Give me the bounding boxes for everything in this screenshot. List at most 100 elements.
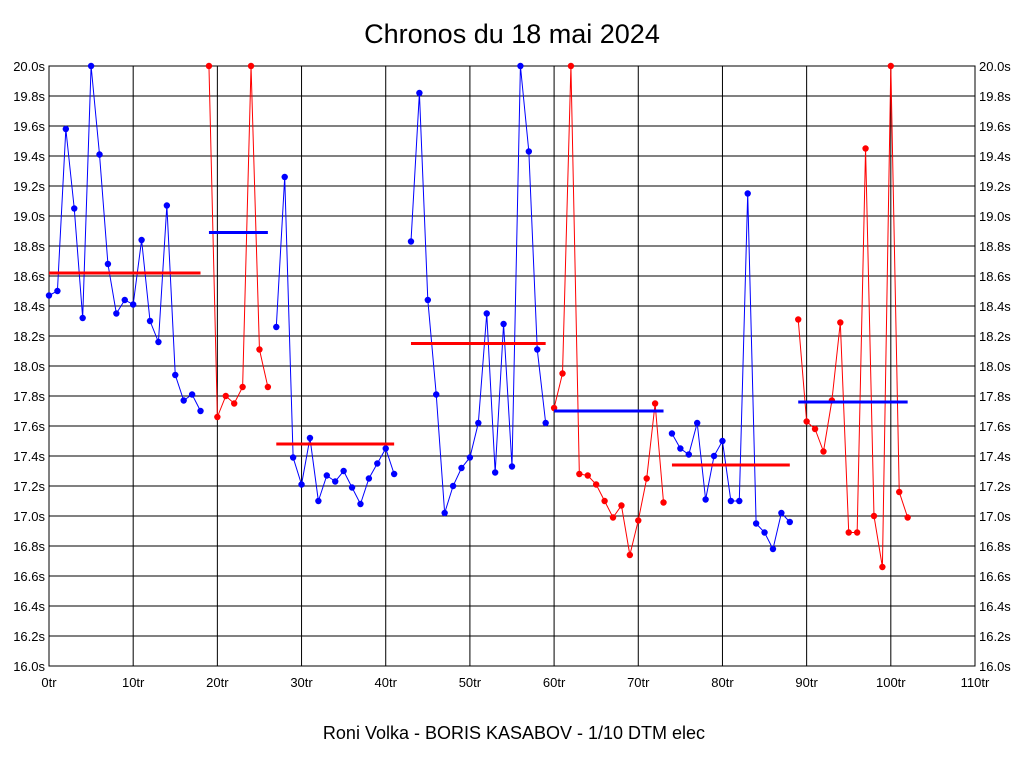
y-tick-label-right: 16.0s [979, 659, 1011, 674]
data-point [79, 314, 86, 322]
data-point [845, 529, 852, 536]
data-point [231, 400, 238, 407]
data-point [155, 338, 162, 346]
data-point [306, 434, 314, 442]
data-point [702, 496, 709, 503]
data-point [348, 484, 356, 491]
series-4 [550, 62, 667, 559]
y-tick-label-left: 16.8s [13, 539, 45, 554]
data-point [761, 529, 768, 536]
data-point [332, 478, 339, 485]
data-point [180, 397, 187, 404]
series-0 [45, 62, 204, 415]
chart-title: Chronos du 18 mai 2024 [364, 19, 660, 49]
data-point [635, 517, 642, 524]
data-point [205, 62, 213, 70]
data-point [643, 475, 650, 482]
data-point [54, 287, 61, 295]
data-point [113, 310, 120, 317]
x-tick-label: 70tr [627, 675, 650, 690]
data-point [87, 62, 95, 70]
data-point [517, 62, 524, 70]
data-point [660, 499, 667, 506]
y-tick-label-right: 19.6s [979, 119, 1011, 134]
data-point [458, 464, 465, 472]
data-point [357, 500, 364, 508]
y-tick-label-left: 19.8s [13, 89, 45, 104]
x-tick-label: 10tr [122, 675, 145, 690]
y-tick-label-left: 17.6s [13, 419, 45, 434]
data-point [710, 452, 718, 460]
data-point [904, 514, 911, 521]
y-tick-label-right: 19.4s [979, 149, 1011, 164]
y-tick-label-left: 18.4s [13, 299, 45, 314]
data-point [424, 296, 432, 304]
data-point [163, 202, 171, 209]
data-point [626, 551, 634, 559]
y-tick-label-left: 17.8s [13, 389, 45, 404]
data-point [188, 391, 196, 398]
data-point [71, 205, 78, 212]
x-tick-label: 30tr [290, 675, 313, 690]
data-point [500, 320, 507, 328]
x-tick-label: 110tr [961, 675, 990, 690]
data-point [281, 173, 288, 181]
data-point [694, 419, 701, 427]
series-6 [795, 62, 911, 571]
y-tick-label-right: 20.0s [979, 59, 1011, 74]
data-point [837, 319, 844, 326]
series-5 [668, 190, 793, 553]
y-tick-label-right: 17.8s [979, 389, 1011, 404]
y-tick-label-left: 17.4s [13, 449, 45, 464]
data-point [896, 488, 903, 496]
data-point [45, 292, 53, 299]
data-point [129, 301, 137, 308]
y-tick-label-right: 17.2s [979, 479, 1011, 494]
y-tick-label-left: 17.2s [13, 479, 45, 494]
data-point [584, 472, 591, 479]
series-line [208, 65, 269, 418]
series-2 [273, 173, 398, 508]
series-line [48, 65, 201, 412]
data-point [525, 148, 533, 155]
y-tick-label-right: 18.8s [979, 239, 1011, 254]
data-point [820, 448, 827, 455]
y-tick-label-left: 19.6s [13, 119, 45, 134]
data-point [786, 518, 793, 526]
y-tick-label-right: 16.2s [979, 629, 1011, 644]
y-tick-label-right: 18.4s [979, 299, 1011, 314]
x-tick-label: 0tr [41, 675, 57, 690]
series-group [45, 62, 911, 571]
data-point [214, 413, 221, 421]
chart-subtitle: Roni Volka - BORIS KASABOV - 1/10 DTM el… [323, 723, 705, 743]
data-point [811, 425, 819, 433]
data-point [382, 445, 389, 452]
data-point [433, 391, 440, 398]
data-point [736, 497, 743, 505]
y-tick-label-left: 18.6s [13, 269, 45, 284]
x-tick-label: 40tr [375, 675, 398, 690]
y-tick-label-right: 18.0s [979, 359, 1011, 374]
data-point [769, 545, 777, 553]
data-point [542, 419, 549, 427]
series-line [553, 65, 665, 556]
y-tick-label-left: 16.4s [13, 599, 45, 614]
data-point [475, 419, 482, 427]
plot-frame [48, 65, 976, 667]
data-point [795, 316, 802, 323]
data-point [239, 383, 246, 391]
y-tick-label-left: 19.2s [13, 179, 45, 194]
data-point [146, 317, 154, 325]
data-point [668, 430, 676, 437]
data-point [778, 509, 785, 517]
data-point [121, 296, 128, 304]
data-point [752, 520, 760, 527]
y-tick-label-left: 16.0s [13, 659, 45, 674]
x-tick-label: 50tr [459, 675, 482, 690]
data-point [862, 145, 869, 152]
data-point [62, 125, 70, 133]
data-point [374, 460, 381, 467]
data-point [483, 310, 490, 317]
data-point [803, 418, 810, 425]
